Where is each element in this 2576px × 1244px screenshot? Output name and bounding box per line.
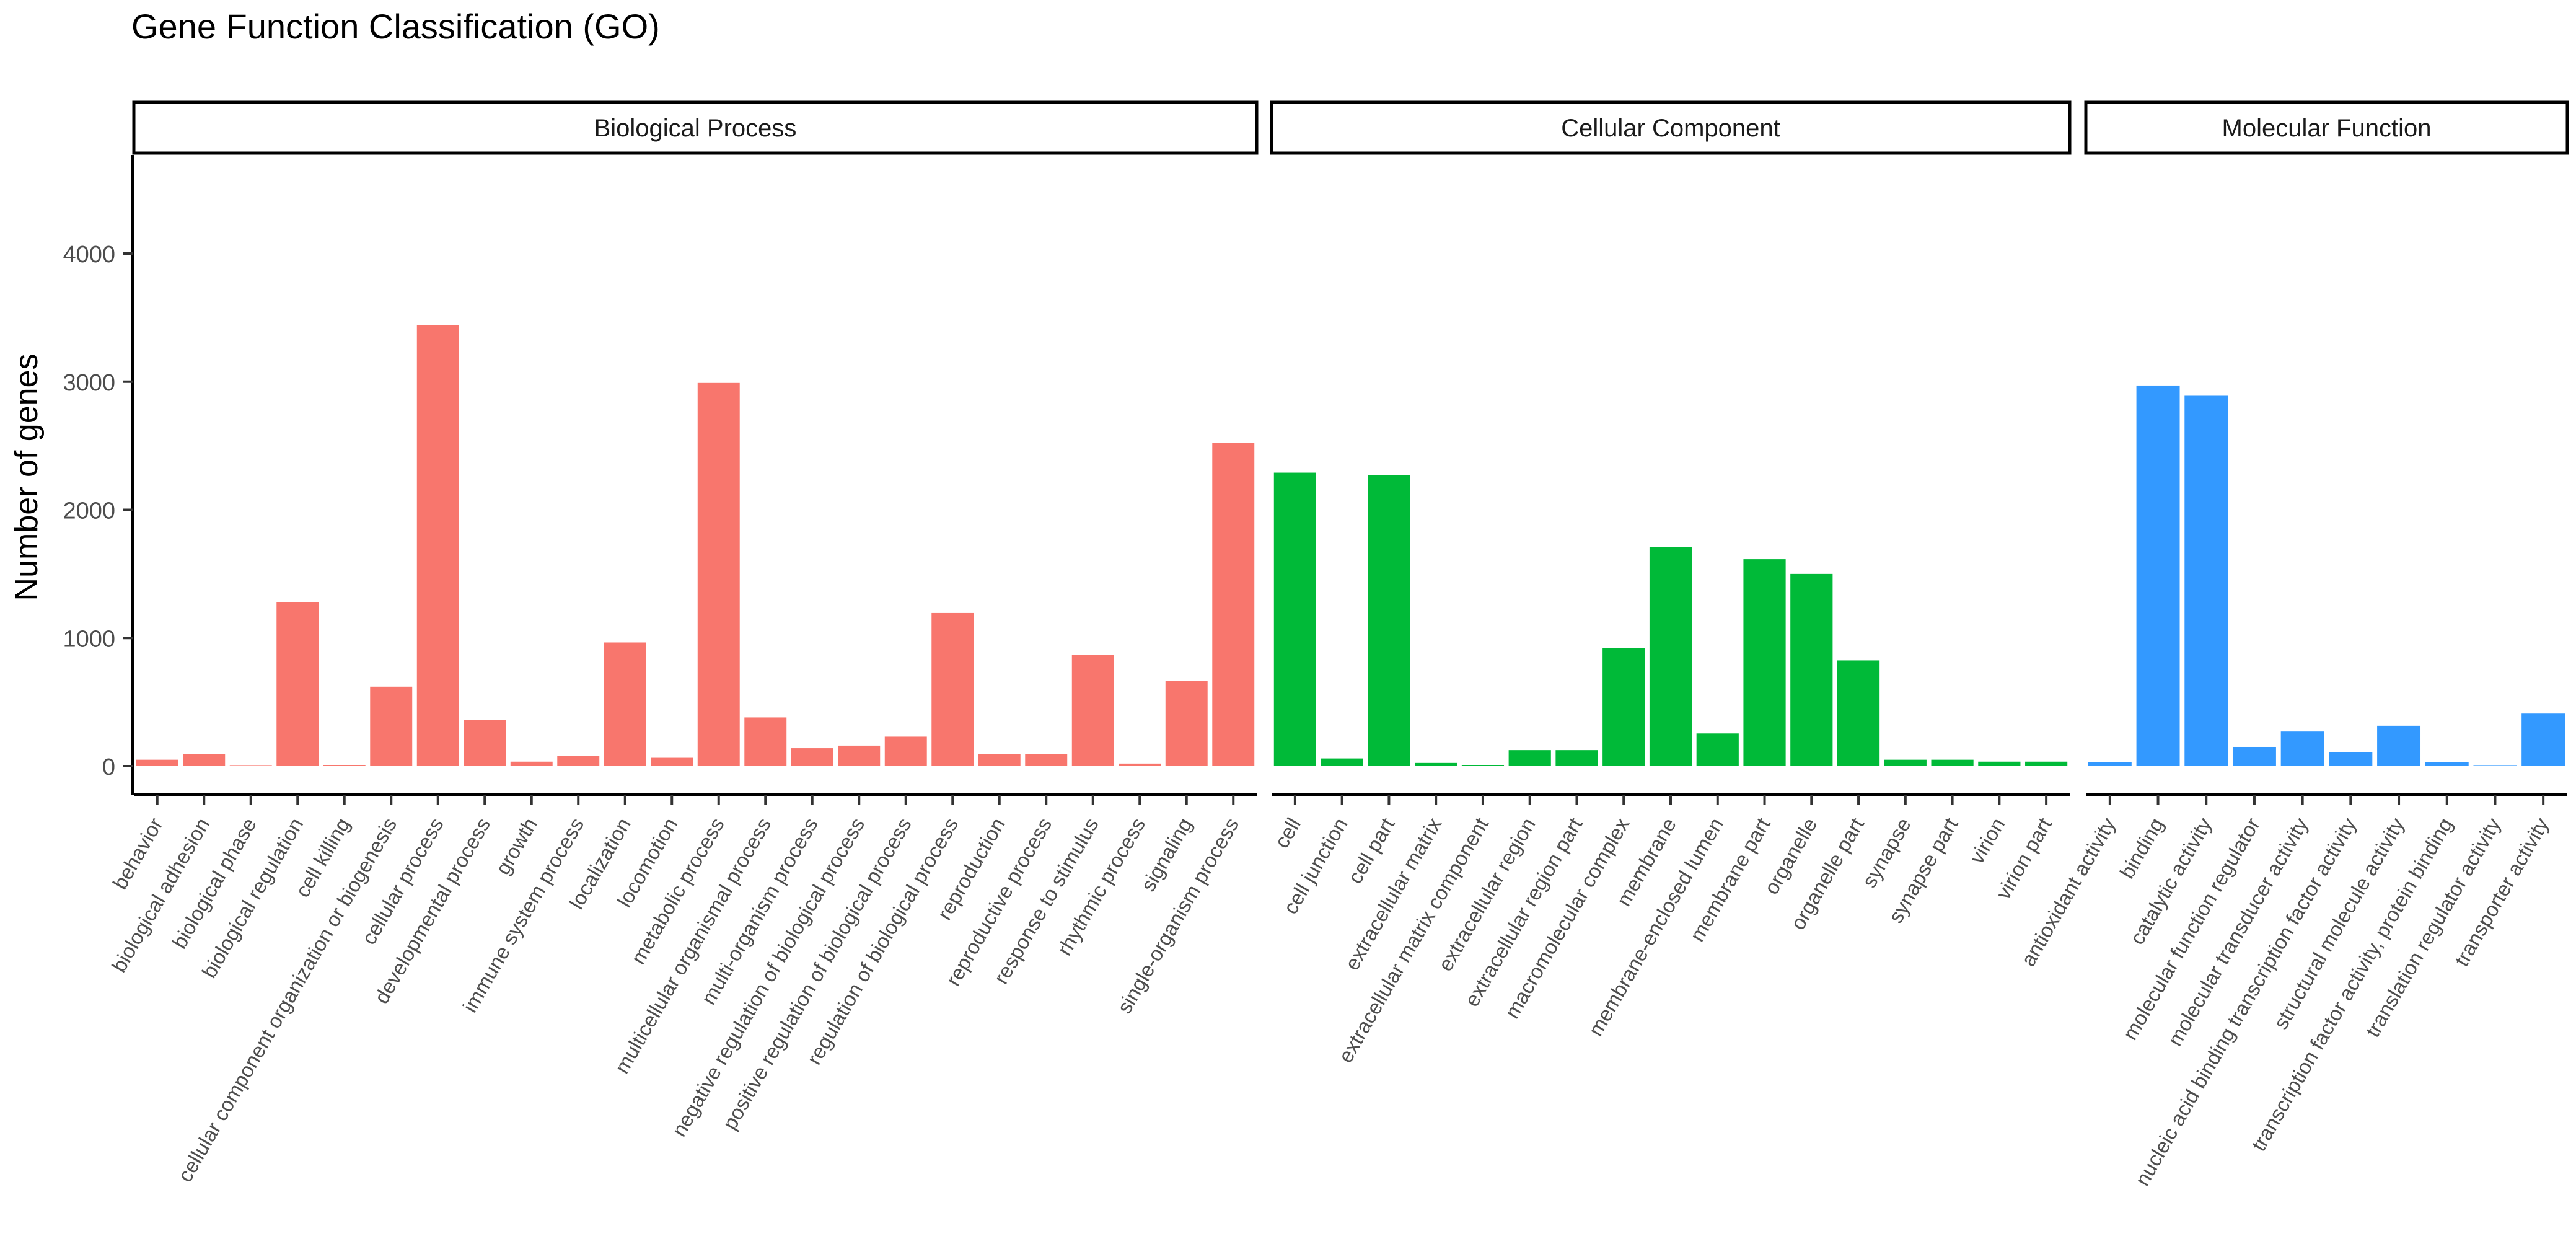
facet-strip (132, 100, 1259, 155)
chart-title: Gene Function Classification (GO) (131, 7, 660, 46)
bar (838, 745, 881, 766)
bar (2521, 713, 2565, 766)
x-tick-label: binding (2115, 814, 2168, 883)
bar (1071, 655, 1114, 766)
bar (1602, 648, 1645, 766)
bar (978, 754, 1021, 766)
bar (697, 382, 740, 766)
bar (2184, 395, 2228, 766)
x-tick-label: cell (1270, 814, 1305, 852)
bar (1790, 573, 1833, 766)
bar (1212, 443, 1255, 766)
facet-strip (2084, 100, 2569, 155)
bar (651, 757, 693, 766)
y-axis-title: Number of genes (9, 354, 45, 601)
bar (136, 759, 178, 766)
bar (1025, 754, 1068, 766)
bar (2025, 761, 2068, 766)
bar (1837, 660, 1880, 766)
bar (1931, 759, 1974, 766)
bar (1165, 681, 1208, 766)
bar (1743, 559, 1786, 766)
facet-strip-label: Cellular Component (1561, 115, 1780, 142)
bar (884, 736, 927, 766)
bar (2473, 765, 2517, 766)
bar (1978, 761, 2021, 766)
facet-strip-label: Molecular Function (2222, 115, 2432, 142)
bar (1321, 758, 1363, 766)
bar (791, 748, 833, 766)
bar (1461, 765, 1505, 766)
x-tick-label: virion (1965, 814, 2009, 868)
bar (183, 754, 226, 766)
y-tick-label: 3000 (63, 370, 115, 396)
facet-strip (1270, 100, 2072, 155)
bar (2377, 725, 2421, 766)
bar (276, 602, 319, 766)
bar (1508, 750, 1551, 766)
bar (1696, 733, 1739, 766)
bar (1368, 475, 1410, 766)
bar (2425, 762, 2469, 766)
bar (931, 612, 974, 766)
bar (557, 756, 600, 766)
bar (1273, 472, 1316, 766)
bar (229, 765, 272, 766)
bar (416, 325, 459, 766)
bar (1119, 763, 1161, 766)
bar (2280, 731, 2324, 766)
y-tick-label: 4000 (63, 242, 115, 268)
bar (2136, 385, 2180, 766)
bar (2088, 762, 2132, 766)
y-tick-label: 0 (102, 754, 115, 780)
x-tick-label: cellular component organization or bioge… (174, 814, 402, 1186)
bar (464, 720, 506, 766)
bar (1884, 759, 1927, 766)
bar (2329, 752, 2373, 766)
bar (1415, 762, 1457, 766)
x-tick-label: growth (491, 814, 542, 878)
bar (370, 686, 413, 766)
bar (2232, 746, 2276, 766)
bar (604, 642, 646, 766)
bar (1555, 750, 1598, 766)
y-axis: 0 1000 2000 3000 4000 (63, 155, 134, 795)
facet-strip-label: Biological Process (594, 115, 797, 142)
y-tick-label: 2000 (63, 498, 115, 524)
bar (744, 717, 787, 766)
y-tick-label: 1000 (63, 626, 115, 652)
bar (1649, 547, 1692, 766)
bar (510, 761, 553, 766)
bar (323, 765, 366, 766)
